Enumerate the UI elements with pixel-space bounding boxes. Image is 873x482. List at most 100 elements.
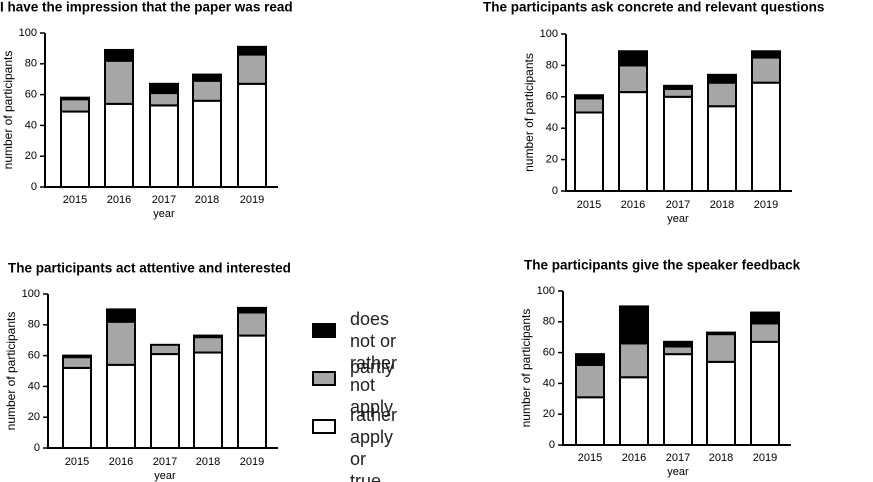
- y-tick-label: 40: [28, 380, 40, 392]
- y-axis-label: number of participants: [4, 312, 18, 431]
- y-axis-label: number of participants: [1, 51, 15, 170]
- bar-segment: [663, 345, 693, 356]
- chart-title: I have the impression that the paper was…: [0, 0, 293, 15]
- bar-segment: [663, 353, 693, 447]
- x-tick-label: 2019: [240, 456, 264, 468]
- bar-segment: [237, 82, 267, 188]
- y-tick-label: 100: [537, 285, 555, 297]
- chart-title: The participants act attentive and inter…: [8, 261, 291, 276]
- x-tick-label: 2017: [153, 456, 177, 468]
- x-tick-label: 2016: [621, 199, 645, 211]
- bar-segment: [237, 311, 267, 337]
- bar-segment: [192, 73, 222, 82]
- bar-segment: [149, 104, 179, 188]
- y-tick-label: 60: [543, 347, 555, 359]
- x-tick-label: 2018: [195, 194, 219, 206]
- bar-segment: [706, 360, 736, 446]
- x-tick-label: 2017: [152, 194, 176, 206]
- y-tick-label: 60: [28, 350, 40, 362]
- bar-segment: [193, 334, 223, 339]
- x-tick-label: 2019: [240, 194, 264, 206]
- y-axis-label: number of participants: [519, 309, 533, 428]
- legend-label: does not or rather not apply: [350, 309, 398, 417]
- bar-segment: [663, 340, 693, 348]
- bar-segment: [574, 111, 604, 192]
- bar-segment: [663, 95, 693, 192]
- bar-segment: [237, 306, 267, 314]
- x-tick-label: 2015: [65, 456, 89, 468]
- bar-segment: [237, 53, 267, 85]
- y-tick-label: 40: [25, 119, 37, 131]
- bar-segment: [62, 356, 92, 369]
- bar-segment: [62, 366, 92, 450]
- y-tick-label: 40: [543, 377, 555, 389]
- y-tick-label: 20: [28, 411, 40, 423]
- legend-swatch: [312, 419, 336, 434]
- y-tick-label: 80: [543, 316, 555, 328]
- bar-segment: [106, 320, 136, 366]
- y-tick-label: 40: [546, 122, 558, 134]
- bar-segment: [237, 45, 267, 56]
- y-tick-label: 0: [549, 439, 555, 451]
- y-tick-label: 0: [31, 181, 37, 193]
- x-tick-label: 2015: [577, 199, 601, 211]
- bar-segment: [575, 363, 605, 399]
- y-tick-label: 20: [25, 150, 37, 162]
- bar-segment: [104, 102, 134, 188]
- bar-segment: [60, 110, 90, 188]
- bar-segment: [663, 87, 693, 98]
- bar-segment: [663, 84, 693, 90]
- y-tick-label: 80: [546, 59, 558, 71]
- bar-segment: [750, 340, 780, 447]
- y-tick-label: 100: [19, 27, 37, 39]
- x-tick-label: 2019: [754, 199, 778, 211]
- x-tick-label: 2016: [109, 456, 133, 468]
- bar-segment: [150, 343, 180, 356]
- y-tick-label: 100: [540, 28, 558, 40]
- bar-segment: [192, 99, 222, 188]
- bar-segment: [237, 334, 267, 449]
- y-tick-label: 20: [543, 408, 555, 420]
- x-tick-label: 2018: [196, 456, 220, 468]
- bar-segment: [706, 331, 736, 336]
- y-tick-label: 60: [546, 91, 558, 103]
- bar-segment: [60, 96, 90, 101]
- y-tick-label: 80: [25, 58, 37, 70]
- y-tick-label: 100: [22, 288, 40, 300]
- x-axis-label: year: [153, 208, 175, 220]
- bar-segment: [751, 56, 781, 84]
- bar-segment: [193, 336, 223, 354]
- bar-segment: [618, 91, 648, 192]
- bar-segment: [619, 305, 649, 345]
- y-tick-label: 0: [34, 442, 40, 454]
- chart-title: The participants give the speaker feedba…: [524, 258, 801, 273]
- bar-segment: [619, 342, 649, 379]
- x-tick-label: 2018: [710, 199, 734, 211]
- x-axis-label: year: [667, 466, 689, 478]
- bar-segment: [751, 50, 781, 59]
- bar-segment: [619, 376, 649, 446]
- bar-segment: [60, 98, 90, 113]
- x-tick-label: 2017: [666, 452, 690, 464]
- bar-segment: [575, 353, 605, 366]
- bar-segment: [707, 105, 737, 192]
- x-tick-label: 2016: [107, 194, 131, 206]
- bar-segment: [706, 333, 736, 363]
- bar-segment: [104, 48, 134, 62]
- bar-segment: [750, 322, 780, 343]
- bar-segment: [62, 354, 92, 359]
- x-tick-label: 2015: [578, 452, 602, 464]
- x-tick-label: 2017: [666, 199, 690, 211]
- bar-segment: [106, 308, 136, 323]
- bar-segment: [149, 92, 179, 107]
- legend-label: rather apply or true: [350, 405, 398, 482]
- bar-segment: [574, 97, 604, 114]
- bar-segment: [751, 81, 781, 192]
- x-axis-label: year: [667, 213, 689, 225]
- y-tick-label: 80: [28, 319, 40, 331]
- bar-segment: [150, 353, 180, 449]
- legend-label: partly: [350, 357, 395, 377]
- y-axis-label: number of participants: [522, 53, 536, 172]
